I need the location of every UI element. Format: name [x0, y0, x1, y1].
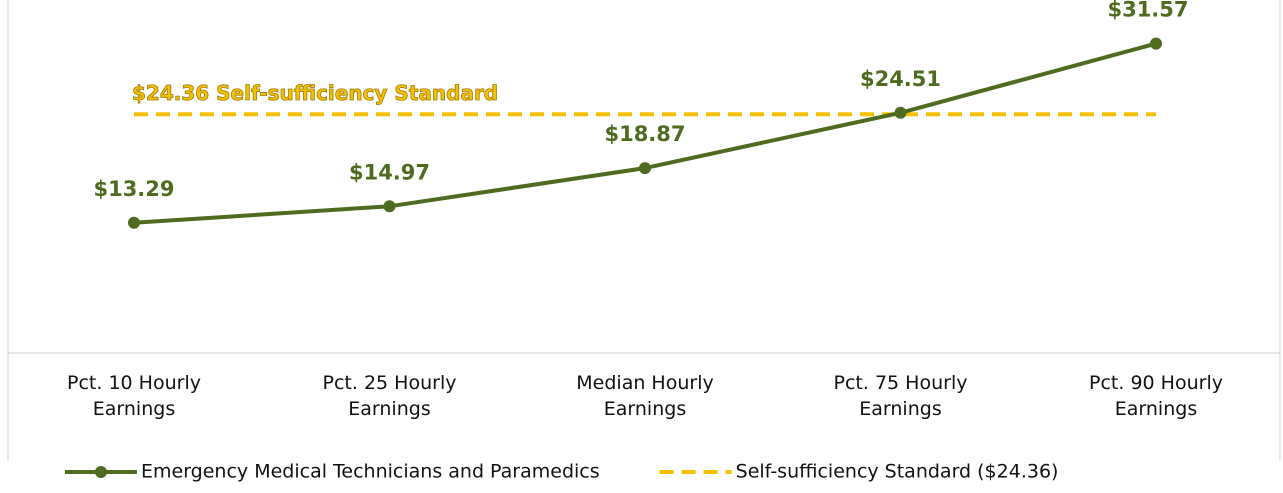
x-tick-label: Pct. 90 Hourly Earnings — [1089, 372, 1223, 420]
marker — [1150, 37, 1162, 50]
marker — [383, 200, 396, 213]
data-label: $13.29 — [93, 177, 174, 201]
data-label: $14.97 — [349, 160, 430, 184]
data-label: $24.51 — [860, 67, 941, 91]
marker — [128, 216, 140, 229]
x-tick-label: Pct. 10 Hourly Earnings — [67, 372, 201, 420]
x-tick-label: Pct. 25 Hourly Earnings — [322, 372, 457, 420]
x-tick-label: Pct. 75 Hourly Earnings — [833, 372, 968, 420]
legend-label: Self-sufficiency Standard ($24.36) — [736, 461, 1059, 483]
legend-marker — [95, 466, 107, 478]
x-tick-label: Median Hourly Earnings — [576, 372, 714, 420]
marker — [894, 106, 907, 119]
data-label: $31.57 — [1107, 0, 1188, 22]
annotation: $24.36 Self-sufficiency Standard — [132, 81, 498, 105]
marker — [639, 162, 651, 175]
data-label: $18.87 — [604, 122, 685, 146]
legend-label: Emergency Medical Technicians and Parame… — [141, 461, 600, 483]
